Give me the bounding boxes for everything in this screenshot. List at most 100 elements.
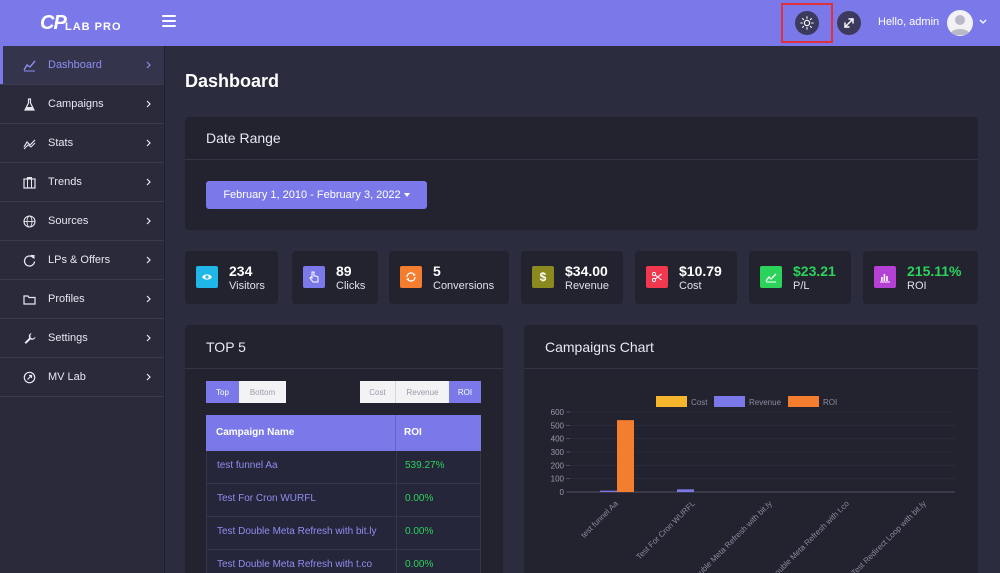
stat-card-visitors: 234 Visitors	[185, 251, 278, 304]
chevron-down-icon[interactable]	[978, 17, 988, 27]
campaign-roi-value: 0.00%	[405, 526, 434, 537]
card-divider	[524, 368, 978, 369]
stat-label: Cost	[679, 280, 702, 292]
y-tick-label: 500	[551, 421, 565, 430]
sidebar-item-trends[interactable]: Trends	[0, 163, 164, 202]
metric-revenue-button[interactable]: Revenue	[396, 381, 449, 403]
sidebar-item-dashboard[interactable]: Dashboard	[0, 46, 164, 85]
top5-table-header: Campaign Name ROI	[206, 415, 481, 451]
sync-icon	[400, 266, 422, 288]
card-divider	[185, 368, 503, 369]
legend-swatch	[656, 396, 687, 407]
sidebar-item-campaigns[interactable]: Campaigns	[0, 85, 164, 124]
sidebar-item-label: Settings	[48, 332, 88, 344]
bar	[617, 420, 634, 492]
sidebar-item-label: Sources	[48, 215, 89, 227]
rocket-icon	[23, 371, 36, 384]
sidebar-item-stats[interactable]: Stats	[0, 124, 164, 163]
stat-value: 5	[433, 263, 441, 279]
column-separator	[396, 550, 397, 573]
user-avatar[interactable]	[947, 10, 973, 36]
campaign-name-link[interactable]: Test Double Meta Refresh with bit.ly	[217, 526, 377, 537]
stat-label: Revenue	[565, 280, 610, 292]
eye-icon	[196, 266, 218, 288]
line-chart-icon	[23, 60, 36, 72]
sidebar-item-label: MV Lab	[48, 371, 86, 383]
stat-value: 234	[229, 263, 253, 279]
sidebar-item-label: LPs & Offers	[48, 254, 111, 266]
sidebar-item-label: Trends	[48, 176, 82, 188]
column-separator	[396, 517, 397, 549]
area-chart-icon	[760, 266, 782, 288]
metric-roi-button[interactable]: ROI	[449, 381, 481, 403]
y-tick-label: 600	[551, 408, 565, 417]
campaigns-chart-title: Campaigns Chart	[545, 339, 654, 355]
x-tick-label: test funnel Aa	[579, 499, 620, 540]
user-icon	[950, 15, 970, 35]
column-header-campaign-name[interactable]: Campaign Name	[216, 427, 295, 438]
top-header: CP LAB PRO Hello, admin	[0, 0, 1000, 46]
y-tick-label: 400	[551, 435, 565, 444]
campaign-roi-value: 0.00%	[405, 493, 434, 504]
date-range-card: Date Range	[185, 117, 978, 230]
legend-swatch	[788, 396, 819, 407]
sidebar-item-sources[interactable]: Sources	[0, 202, 164, 241]
column-separator	[395, 415, 396, 451]
chevron-right-icon	[146, 139, 151, 147]
theme-toggle-highlight	[781, 3, 833, 43]
globe-icon	[23, 215, 36, 228]
sun-icon	[800, 16, 814, 30]
user-greeting[interactable]: Hello, admin	[878, 16, 940, 28]
table-row: Test For Cron WURFL 0.00%	[206, 484, 481, 517]
campaigns-bar-chart: Cost Revenue ROI 600 500 400 300 200 100 0 test fu…	[551, 396, 955, 573]
legend-label: Revenue	[749, 398, 782, 407]
x-tick-label: Test Double Meta Refresh with t.co	[757, 499, 851, 573]
table-row: test funnel Aa 539.27%	[206, 451, 481, 484]
metric-cost-button[interactable]: Cost	[360, 381, 396, 403]
stat-card-clicks: 89 Clicks	[292, 251, 378, 304]
column-header-roi[interactable]: ROI	[404, 427, 422, 438]
sidebar-item-lps-offers[interactable]: LPs & Offers	[0, 241, 164, 280]
sidebar-item-mv-lab[interactable]: MV Lab	[0, 358, 164, 397]
chevron-right-icon	[146, 373, 151, 381]
theme-toggle-button[interactable]	[795, 11, 819, 35]
chevron-right-icon	[146, 61, 151, 69]
legend-swatch	[714, 396, 745, 407]
refresh-icon	[23, 254, 36, 267]
date-range-picker-button[interactable]: February 1, 2010 - February 3, 2022	[206, 181, 427, 209]
campaigns-chart-card: Campaigns Chart	[524, 325, 978, 573]
sidebar-item-label: Dashboard	[48, 59, 102, 71]
chevron-right-icon	[146, 100, 151, 108]
campaign-name-link[interactable]: test funnel Aa	[217, 460, 278, 471]
bottom-toggle-button[interactable]: Bottom	[239, 381, 286, 403]
column-separator	[396, 484, 397, 516]
expand-icon	[844, 18, 854, 28]
sidebar-item-profiles[interactable]: Profiles	[0, 280, 164, 319]
chevron-right-icon	[146, 295, 151, 303]
page-title: Dashboard	[185, 71, 280, 91]
menu-toggle-icon[interactable]	[162, 15, 176, 28]
bar	[677, 489, 694, 492]
flask-icon	[24, 98, 35, 111]
x-tick-label: Test For Cron WURFL	[635, 499, 698, 562]
sidebar-item-settings[interactable]: Settings	[0, 319, 164, 358]
y-tick-label: 0	[560, 488, 565, 497]
sidebar-nav: Dashboard Campaigns Stats Trends Sources…	[0, 46, 165, 573]
card-divider	[185, 159, 978, 160]
campaign-name-link[interactable]: Test For Cron WURFL	[217, 493, 316, 504]
campaign-roi-value: 539.27%	[405, 460, 445, 471]
dollar-icon: $	[532, 266, 554, 288]
chevron-right-icon	[146, 178, 151, 186]
legend-label: ROI	[823, 398, 837, 407]
stat-value: 89	[336, 263, 352, 279]
campaign-name-link[interactable]: Test Double Meta Refresh with t.co	[217, 559, 373, 570]
cpv-lab-pro-logo[interactable]: CP LAB PRO	[40, 12, 130, 36]
stat-value: $10.79	[679, 263, 722, 279]
stat-card-roi: 215.11% ROI	[863, 251, 978, 304]
top-toggle-button[interactable]: Top	[206, 381, 239, 403]
fullscreen-button[interactable]	[837, 11, 861, 35]
top5-title: TOP 5	[206, 339, 246, 355]
stat-card-conversions: 5 Conversions	[389, 251, 509, 304]
stat-card-revenue: $ $34.00 Revenue	[521, 251, 623, 304]
wrench-icon	[24, 332, 36, 344]
